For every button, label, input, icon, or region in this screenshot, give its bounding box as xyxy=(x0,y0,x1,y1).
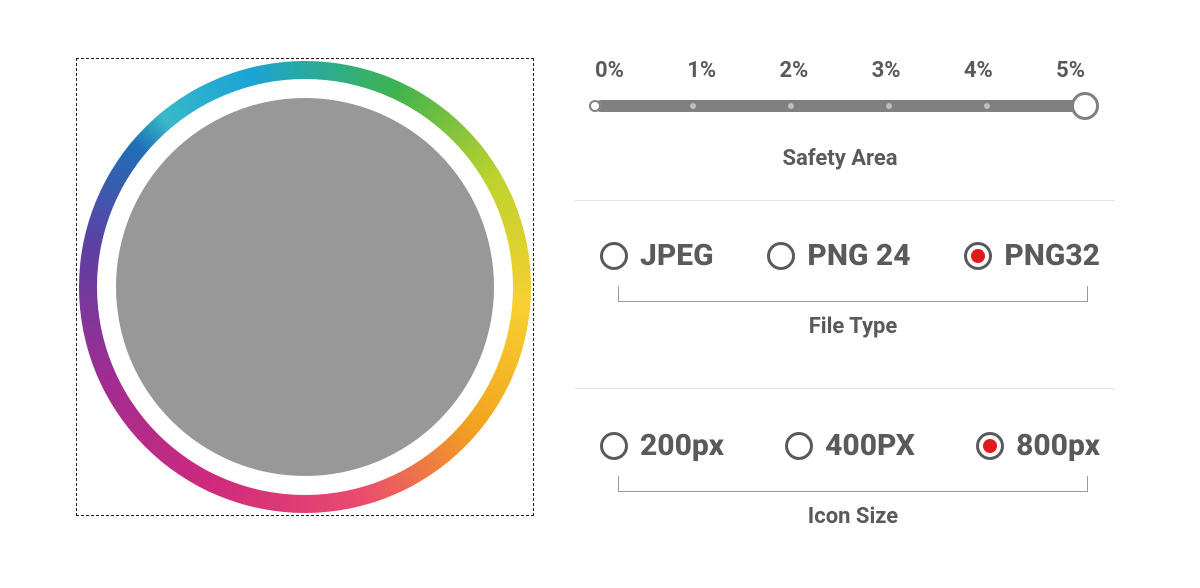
safety-tick-0: 0% xyxy=(595,58,624,83)
safety-slider-dot-2 xyxy=(788,103,794,109)
icon-size-option-0[interactable]: 200px xyxy=(600,428,724,463)
icon-size-radio-0[interactable] xyxy=(600,432,628,460)
icon-size-radio-group: 200px 400PX 800px xyxy=(600,428,1100,463)
safety-tick-3: 3% xyxy=(872,58,901,83)
icon-size-radio-dot-2 xyxy=(983,439,997,453)
divider-2 xyxy=(575,388,1115,389)
icon-size-label-2: 800px xyxy=(1016,428,1100,463)
file-type-option-0[interactable]: JPEG xyxy=(600,238,714,273)
safety-slider-endcap xyxy=(589,100,601,112)
icon-size-bracket xyxy=(618,476,1088,492)
icon-size-title: Icon Size xyxy=(618,504,1088,529)
divider-1 xyxy=(575,200,1115,201)
safety-slider-thumb[interactable] xyxy=(1071,92,1099,120)
icon-size-option-2[interactable]: 800px xyxy=(976,428,1100,463)
settings-panel: 0% 1% 2% 3% 4% 5% Safety Area JPEG PNG 24 PNG32… xyxy=(0,0,1200,588)
safety-slider[interactable]: 0%1%2%3%4%5% Safety Area xyxy=(595,58,1085,83)
file-type-label-1: PNG 24 xyxy=(807,238,910,273)
safety-slider-dot-1 xyxy=(690,103,696,109)
safety-slider-title: Safety Area xyxy=(595,146,1085,171)
file-type-bracket xyxy=(618,286,1088,302)
icon-size-label-1: 400PX xyxy=(825,428,915,463)
file-type-radio-group: JPEG PNG 24 PNG32 xyxy=(600,238,1100,273)
file-type-radio-2[interactable] xyxy=(964,242,992,270)
safety-slider-dot-4 xyxy=(984,103,990,109)
icon-size-radio-1[interactable] xyxy=(785,432,813,460)
safety-tick-4: 4% xyxy=(964,58,993,83)
file-type-option-1[interactable]: PNG 24 xyxy=(767,238,910,273)
safety-slider-ticks: 0% 1% 2% 3% 4% 5% xyxy=(595,58,1085,83)
safety-tick-5: 5% xyxy=(1056,58,1085,83)
file-type-radio-1[interactable] xyxy=(767,242,795,270)
safety-tick-2: 2% xyxy=(779,58,808,83)
file-type-label-2: PNG32 xyxy=(1004,238,1100,273)
icon-size-option-1[interactable]: 400PX xyxy=(785,428,915,463)
file-type-radio-0[interactable] xyxy=(600,242,628,270)
file-type-radio-dot-2 xyxy=(971,249,985,263)
icon-size-radio-2[interactable] xyxy=(976,432,1004,460)
icon-preview-disc xyxy=(116,98,494,476)
safety-slider-dot-3 xyxy=(886,103,892,109)
safety-slider-track[interactable] xyxy=(595,100,1085,112)
safety-tick-1: 1% xyxy=(687,58,716,83)
icon-size-label-0: 200px xyxy=(640,428,724,463)
file-type-title: File Type xyxy=(618,314,1088,339)
file-type-label-0: JPEG xyxy=(640,238,714,273)
file-type-option-2[interactable]: PNG32 xyxy=(964,238,1100,273)
